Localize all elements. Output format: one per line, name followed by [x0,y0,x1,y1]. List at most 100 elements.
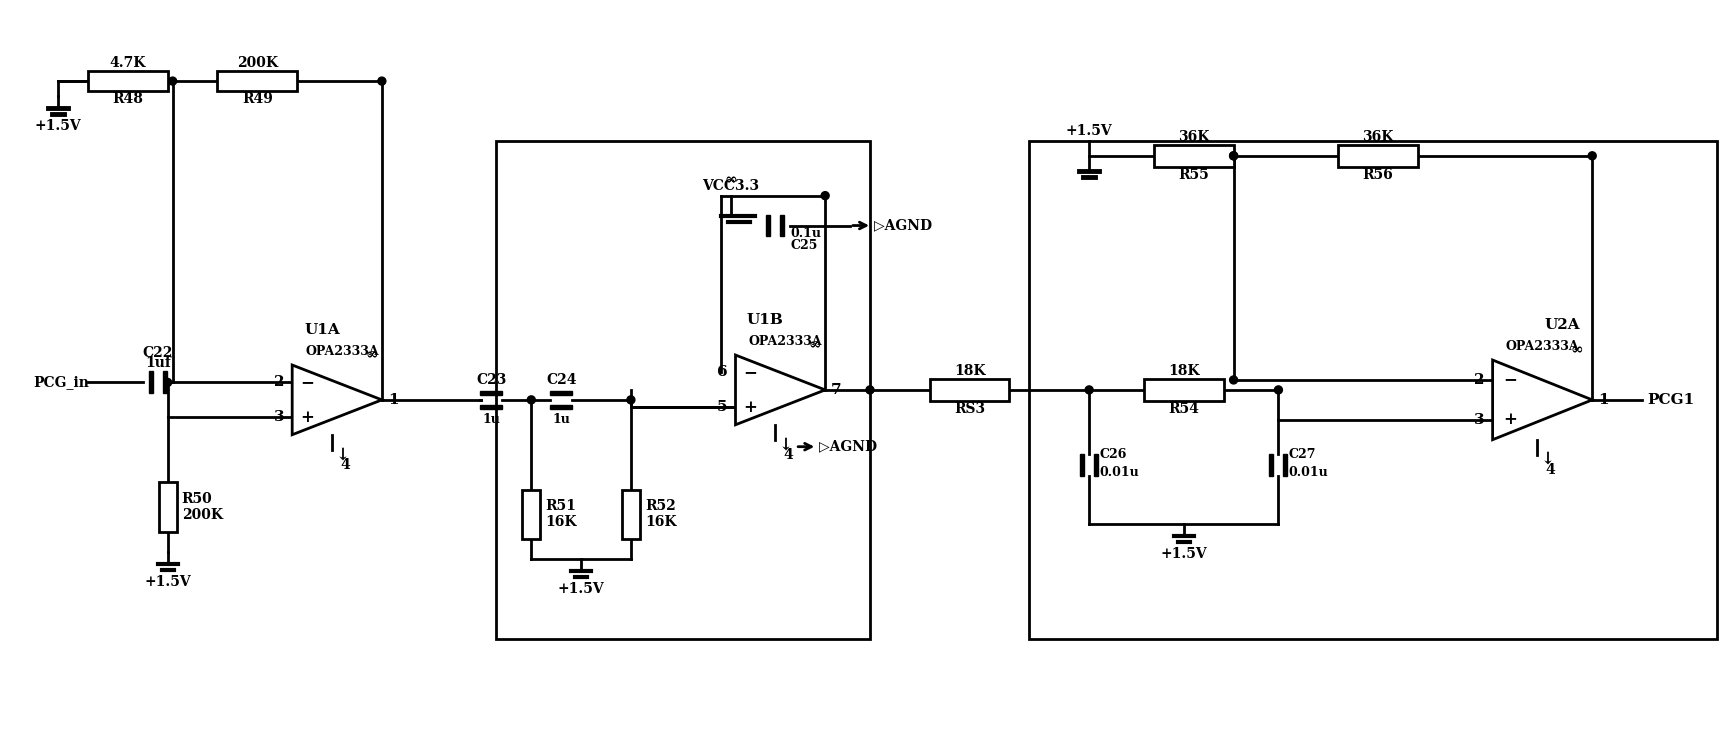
Text: 5: 5 [717,400,727,415]
Bar [521,490,540,539]
Circle shape [1230,152,1237,160]
Bar [216,71,296,91]
Text: ∞: ∞ [365,348,378,362]
Text: ∞: ∞ [809,338,821,352]
Text: ↓: ↓ [334,446,348,463]
Text: 1u: 1u [553,413,570,426]
Polygon shape [293,365,381,435]
Text: OPA2333A: OPA2333A [748,334,821,347]
Bar [779,215,785,237]
Text: +: + [300,409,313,426]
Text: ∞: ∞ [1569,343,1583,357]
Circle shape [378,77,386,85]
Text: 200K: 200K [237,56,277,70]
Bar [549,391,572,395]
Text: VCC3.3: VCC3.3 [701,179,759,193]
Text: +1.5V: +1.5V [1065,124,1112,138]
Polygon shape [1491,360,1592,439]
Text: +1.5V: +1.5V [35,119,81,133]
Text: 4.7K: 4.7K [109,56,145,70]
Bar [1079,453,1084,475]
Text: 3: 3 [1474,412,1484,427]
Text: C25: C25 [790,239,818,252]
Text: +1.5V: +1.5V [558,582,604,596]
Circle shape [1230,376,1237,384]
Bar [930,379,1008,401]
Bar [495,141,869,639]
Text: C27: C27 [1287,448,1315,461]
Text: U1A: U1A [305,323,339,337]
Text: 16K: 16K [644,515,675,529]
Text: R56: R56 [1361,168,1393,182]
Text: ↓: ↓ [1540,451,1554,468]
Text: R51: R51 [546,499,575,513]
Text: R52: R52 [644,499,675,513]
Bar [1154,145,1233,166]
Circle shape [1230,152,1237,160]
Circle shape [1273,386,1282,394]
Text: 1: 1 [388,393,398,407]
Text: C24: C24 [546,373,577,387]
Text: 7: 7 [831,383,842,397]
Text: 18K: 18K [1167,364,1199,378]
Bar [1337,145,1417,166]
Text: 16K: 16K [546,515,577,529]
Bar [1029,141,1716,639]
Text: +1.5V: +1.5V [1160,548,1207,561]
Text: RS3: RS3 [954,402,984,416]
Text: 0.01u: 0.01u [1287,466,1327,479]
Text: C22: C22 [142,345,173,360]
Text: +: + [743,399,757,416]
Bar [766,215,771,237]
Text: R49: R49 [242,92,272,106]
Bar [1283,453,1287,475]
Bar [149,372,152,393]
Bar [1093,453,1098,475]
Text: 1uf: 1uf [145,356,170,369]
Text: 1u: 1u [481,413,501,426]
Bar [549,405,572,409]
Text: OPA2333A: OPA2333A [1505,339,1578,353]
Bar [1270,453,1273,475]
Text: R54: R54 [1167,402,1199,416]
Circle shape [163,378,171,386]
Bar [88,71,168,91]
Text: OPA2333A: OPA2333A [305,345,379,358]
Text: 2: 2 [274,375,284,389]
Bar [159,482,177,532]
Text: R48: R48 [113,92,144,106]
Text: 0.01u: 0.01u [1098,466,1138,479]
Text: +1.5V: +1.5V [144,575,191,588]
Text: C26: C26 [1098,448,1126,461]
Bar [480,391,502,395]
Text: −: − [1503,372,1517,388]
Polygon shape [734,355,824,425]
Bar [1143,379,1223,401]
Text: 4: 4 [783,447,793,461]
Text: 4: 4 [1545,463,1554,477]
Text: 18K: 18K [953,364,986,378]
Text: ∞: ∞ [724,174,736,188]
Text: 36K: 36K [1361,130,1393,144]
Text: 0.1u: 0.1u [790,227,821,240]
Text: R55: R55 [1178,168,1209,182]
Text: C23: C23 [476,373,506,387]
Text: 6: 6 [717,366,727,380]
Circle shape [821,192,828,199]
Text: +: + [1503,411,1517,429]
Circle shape [527,396,535,404]
Text: −: − [743,364,757,381]
Text: ▷AGND: ▷AGND [873,218,932,233]
Text: U1B: U1B [746,313,783,327]
Bar [622,490,639,539]
Circle shape [168,77,177,85]
Text: ▷AGND: ▷AGND [819,439,876,453]
Text: PCG_in: PCG_in [33,375,88,389]
Text: R50: R50 [182,492,213,506]
Text: 4: 4 [339,458,350,472]
Circle shape [627,396,634,404]
Circle shape [1084,386,1093,394]
Text: 1: 1 [1597,393,1607,407]
Text: 36K: 36K [1178,130,1209,144]
Text: ↓: ↓ [778,437,792,453]
